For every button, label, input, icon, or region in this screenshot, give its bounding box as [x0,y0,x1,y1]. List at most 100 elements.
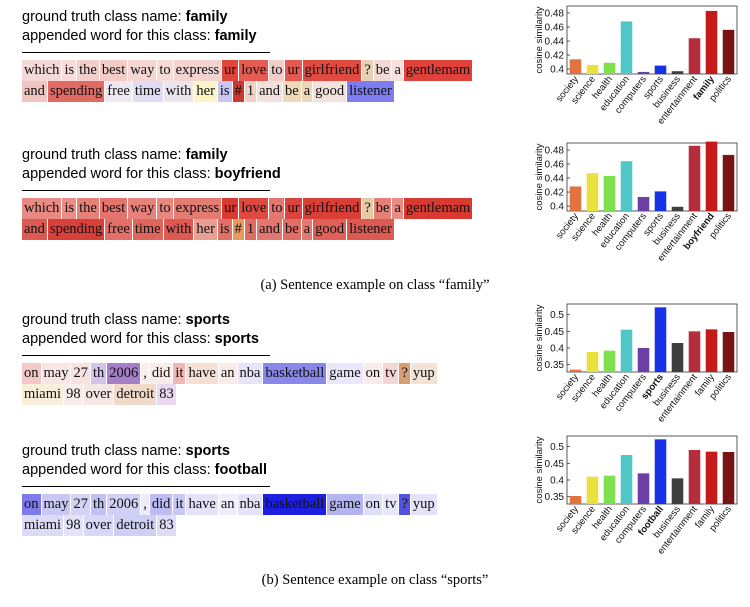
token: 2006 [107,494,141,515]
token: spending [47,81,105,102]
example-panel-family-boyfriend: ground truth class name: family appended… [22,146,522,240]
token: nba [237,494,263,515]
token: is [217,219,232,240]
y-tick-label: 0.48 [545,9,565,20]
bar-family [705,10,718,75]
token: to [269,60,285,81]
token: listener [347,81,394,102]
token: ? [399,363,410,384]
token: 83 [157,515,176,536]
y-axis-label: cosine similarity [534,436,545,503]
token: 27 [71,494,90,515]
ground-truth-label: ground truth class name: [22,312,182,328]
bar-entertainment [688,331,701,372]
appended-word: football [214,462,267,478]
ground-truth-line: ground truth class name: sports [22,311,522,330]
bar-computers [637,473,650,504]
token: her [194,219,217,240]
token: love [239,60,269,81]
ground-truth-line: ground truth class name: family [22,8,522,27]
token: miami [22,515,64,536]
ground-truth-class: family [185,147,228,163]
bar-health [603,175,616,211]
token: game [327,494,363,515]
token: have [186,363,218,384]
token: to [157,198,173,219]
sentence-line: and spending free time with her is #1 and be a good… [22,81,522,102]
y-axis-label: cosine similarity [534,304,545,371]
y-tick-label: 0.4 [550,65,564,76]
bar-sports [654,307,667,372]
bar-football [654,439,667,504]
bar-education [620,161,633,211]
token: detroit [114,384,157,405]
bar-science [586,173,599,211]
token: it [173,494,186,515]
bar-health [603,350,616,372]
bar-politics [722,29,735,74]
bar-society [569,496,582,504]
token: a [301,81,313,102]
bar-science [586,476,599,504]
token: an [218,494,237,515]
appended-word-line: appended word for this class: boyfriend [22,165,522,184]
token: on [22,363,41,384]
example-panel-sports-sports: ground truth class name: sports appended… [22,311,522,405]
divider-rule [22,190,270,191]
appended-word-line: appended word for this class: football [22,461,522,480]
token: yup [410,494,437,515]
plot-frame [566,435,738,505]
token: good [313,81,347,102]
y-tick-label: 0.48 [545,146,565,157]
token: an [218,363,237,384]
sentence-line: miami 98 over detroit 83 [22,515,522,536]
token: is [217,81,232,102]
token: to [157,60,173,81]
bar-health [603,475,616,504]
token: her [194,81,217,102]
token: gentlemam [403,198,473,219]
plot-frame [566,5,738,75]
token: and [257,219,283,240]
sentence-line: miami 98 over detroit 83 [22,384,522,405]
token: free [105,81,132,102]
token: is [62,198,77,219]
appended-word-label: appended word for this class: [22,166,211,182]
token: on [363,363,383,384]
sentence-line: which is the best way to express ur love to ur girl… [22,198,522,219]
token: over [83,384,114,405]
example-panel-family-family: ground truth class name: family appended… [22,8,522,102]
token: be [283,81,301,102]
token: miami [22,384,64,405]
y-tick-label: 0.35 [545,360,565,371]
bar-politics [722,452,735,504]
token: to [269,198,285,219]
token: best [99,198,128,219]
token: did [149,363,173,384]
example-panel-sports-football: ground truth class name: sports appended… [22,442,522,536]
ground-truth-line: ground truth class name: sports [22,442,522,461]
bar-family [705,329,718,372]
y-tick-label: 0.42 [545,188,565,199]
token: over [83,515,114,536]
bar-politics [722,332,735,372]
token: spending [47,219,105,240]
appended-word-label: appended word for this class: [22,331,211,347]
token: with [163,81,194,102]
ground-truth-label: ground truth class name: [22,443,182,459]
token: be [373,60,392,81]
token: th [90,363,107,384]
plot-frame [566,303,738,373]
token: # [232,81,244,102]
y-axis-label: cosine similarity [534,6,545,73]
bar-society [569,369,582,372]
token: girlfriend [302,60,362,81]
token: th [90,494,107,515]
token: 98 [64,384,83,405]
token: be [373,198,392,219]
bar-chart-family: cosine similarity 0.40.420.440.460.48soci… [534,5,738,127]
ground-truth-class: sports [185,312,230,328]
appended-word-line: appended word for this class: family [22,27,522,46]
y-tick-label: 0.44 [545,174,565,185]
